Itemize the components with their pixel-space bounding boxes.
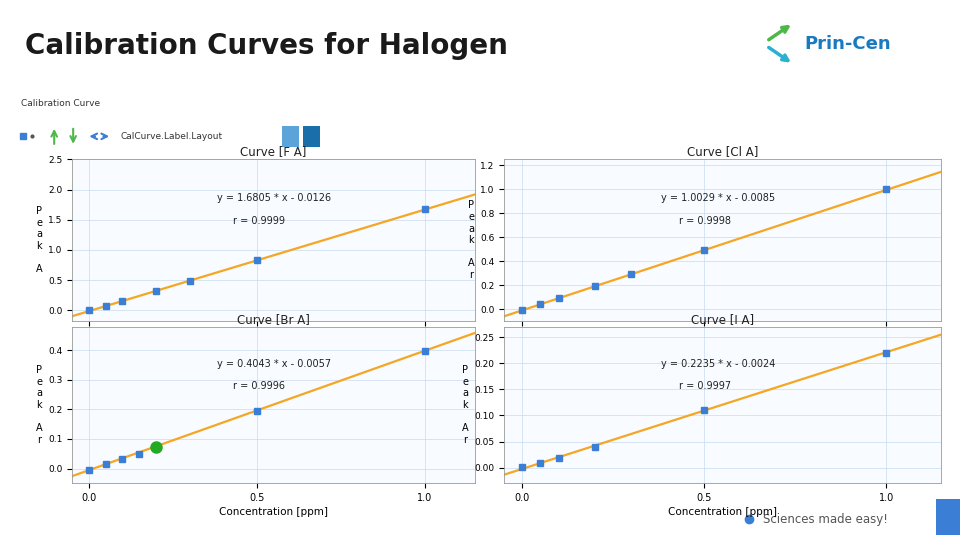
- Bar: [282, 126, 299, 147]
- Text: r = 0.9997: r = 0.9997: [679, 381, 731, 391]
- Y-axis label: P
e
a
k

A
r: P e a k A r: [468, 200, 474, 280]
- Text: y = 0.2235 * x - 0.0024: y = 0.2235 * x - 0.0024: [661, 359, 776, 369]
- Y-axis label: P
e
a
k

A: P e a k A: [36, 206, 42, 274]
- Title: Curve [Br A]: Curve [Br A]: [237, 313, 310, 326]
- Text: y = 1.0029 * x - 0.0085: y = 1.0029 * x - 0.0085: [661, 193, 776, 203]
- X-axis label: Concentration [ppm]: Concentration [ppm]: [219, 507, 328, 517]
- Title: Curve [F A]: Curve [F A]: [240, 145, 307, 158]
- Text: Calibration Curves for Halogen: Calibration Curves for Halogen: [25, 32, 508, 60]
- Text: Prin-Cen: Prin-Cen: [804, 35, 891, 53]
- Title: Curve [Cl A]: Curve [Cl A]: [686, 145, 758, 158]
- Text: y = 0.4043 * x - 0.0057: y = 0.4043 * x - 0.0057: [217, 359, 331, 369]
- Text: r = 0.9996: r = 0.9996: [233, 381, 285, 391]
- Y-axis label: P
e
a
k

A
r: P e a k A r: [36, 365, 42, 445]
- Text: r = 0.9998: r = 0.9998: [679, 216, 731, 226]
- Text: y = 1.6805 * x - 0.0126: y = 1.6805 * x - 0.0126: [217, 193, 331, 203]
- Text: Sciences made easy!: Sciences made easy!: [763, 513, 888, 526]
- Text: r = 0.9999: r = 0.9999: [233, 216, 285, 226]
- Text: CalCurve.Label.Layout: CalCurve.Label.Layout: [121, 132, 223, 141]
- Bar: [936, 499, 960, 536]
- Title: Curve [I A]: Curve [I A]: [691, 313, 754, 326]
- Y-axis label: P
e
a
k

A
r: P e a k A r: [462, 365, 468, 445]
- Text: Calibration Curve: Calibration Curve: [21, 99, 100, 108]
- X-axis label: Concentration [ppm]: Concentration [ppm]: [219, 345, 328, 355]
- Bar: [302, 126, 320, 147]
- X-axis label: Concentration [ppm]: Concentration [ppm]: [668, 345, 777, 355]
- X-axis label: Concentration [ppm]: Concentration [ppm]: [668, 507, 777, 517]
